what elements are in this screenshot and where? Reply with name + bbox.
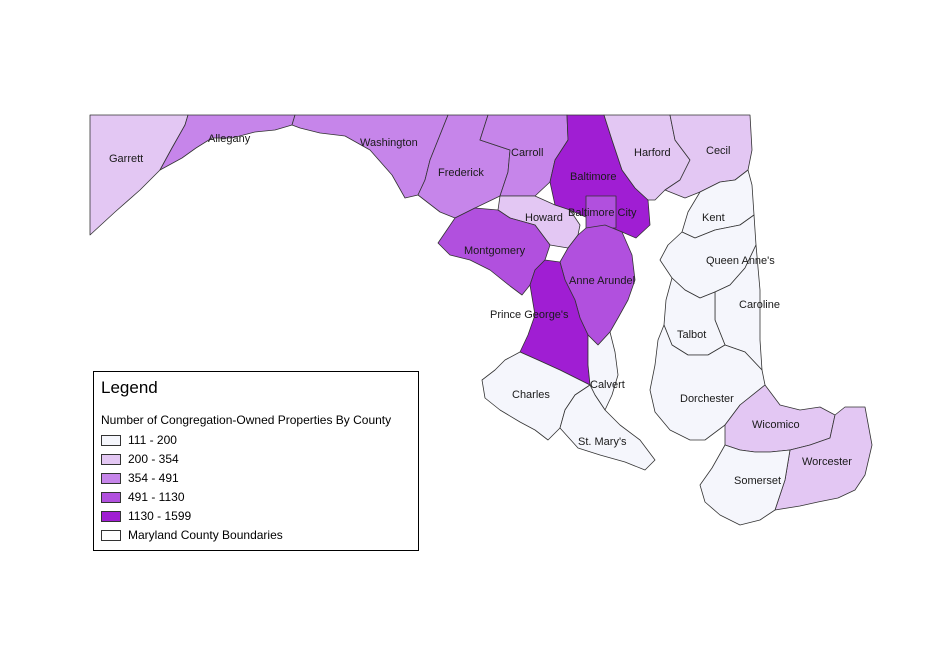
label-worcester: Worcester	[802, 456, 852, 468]
label-st-marys: St. Mary's	[578, 436, 627, 448]
label-talbot: Talbot	[677, 329, 706, 341]
legend-item: 354 - 491	[101, 471, 179, 485]
county-baltimore-city	[585, 195, 617, 229]
legend-swatch	[101, 510, 121, 522]
legend-label: Maryland County Boundaries	[128, 528, 283, 542]
legend-label: 354 - 491	[128, 471, 179, 485]
label-garrett: Garrett	[109, 153, 143, 165]
label-caroline: Caroline	[739, 299, 780, 311]
legend-item: 491 - 1130	[101, 490, 185, 504]
legend-item: 1130 - 1599	[101, 509, 191, 523]
label-queen-annes: Queen Anne's	[706, 255, 775, 267]
legend-label: 491 - 1130	[128, 490, 185, 504]
label-baltimore: Baltimore	[570, 171, 616, 183]
legend-title: Legend	[101, 378, 158, 397]
label-montgomery: Montgomery	[464, 245, 526, 257]
label-somerset: Somerset	[734, 475, 781, 487]
label-allegany: Allegany	[208, 133, 251, 145]
label-washington: Washington	[360, 137, 418, 149]
county-montgomery	[437, 207, 551, 296]
legend-swatch	[101, 491, 121, 503]
county-st-marys	[559, 384, 656, 471]
county-garrett	[89, 114, 189, 236]
legend-swatch	[101, 529, 121, 541]
label-anne-arundel: Anne Arundel	[569, 275, 635, 287]
label-cecil: Cecil	[706, 145, 730, 157]
label-dorchester: Dorchester	[680, 393, 734, 405]
county-worcester	[774, 406, 873, 511]
legend-swatch	[101, 453, 121, 465]
legend-label: 111 - 200	[128, 433, 177, 447]
map-legend: Legend Number of Congregation-Owned Prop…	[93, 371, 419, 551]
label-prince-georges: Prince George's	[490, 309, 569, 321]
legend-label: 200 - 354	[128, 452, 179, 466]
label-kent: Kent	[702, 212, 725, 224]
legend-swatch	[101, 434, 121, 446]
county-somerset	[699, 444, 791, 526]
label-charles: Charles	[512, 389, 550, 401]
label-frederick: Frederick	[438, 167, 484, 179]
legend-label: 1130 - 1599	[128, 509, 192, 523]
legend-subtitle: Number of Congregation-Owned Properties …	[101, 413, 392, 427]
county-labels: Garrett Allegany Washington Frederick Ca…	[109, 133, 852, 487]
label-howard: Howard	[525, 212, 563, 224]
legend-item: 111 - 200	[101, 433, 177, 447]
label-harford: Harford	[634, 147, 671, 159]
legend-item: Maryland County Boundaries	[101, 528, 283, 542]
county-calvert	[587, 331, 619, 411]
label-carroll: Carroll	[511, 147, 543, 159]
label-wicomico: Wicomico	[752, 419, 800, 431]
label-baltimore-city: Baltimore City	[568, 207, 637, 219]
legend-swatch	[101, 472, 121, 484]
label-calvert: Calvert	[590, 379, 625, 391]
legend-item: 200 - 354	[101, 452, 179, 466]
county-charles	[481, 351, 591, 441]
